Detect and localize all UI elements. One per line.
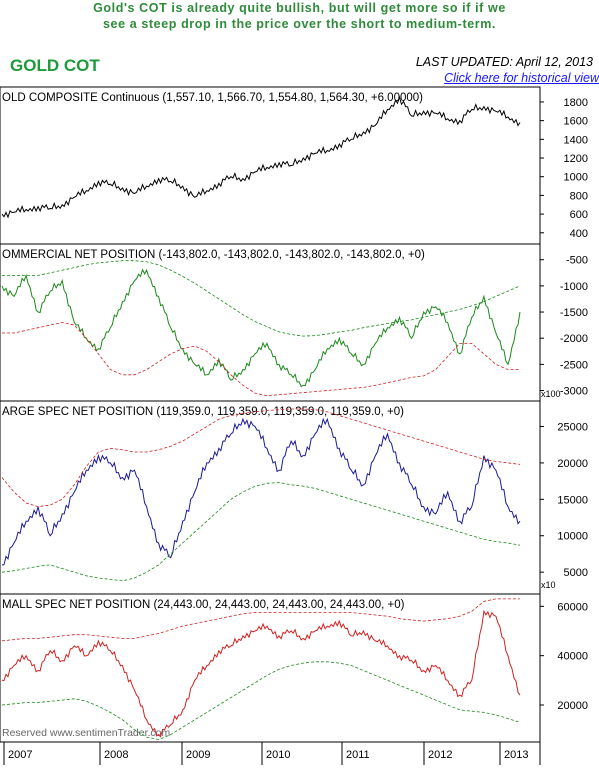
y-tick-label: -500 <box>566 255 588 267</box>
y-tick-label: 40000 <box>557 651 588 663</box>
y-tick-label: 15000 <box>557 494 588 506</box>
large-spec-panel-title: ARGE SPEC NET POSITION (119,359.0, 119,3… <box>2 406 404 418</box>
series-line-small_spec <box>1 609 521 738</box>
chart-marks: 400 600 800 1000 1200 1400 1600 1800 -3000 -2500 -… <box>1 95 588 765</box>
series-line-large_spec <box>1 417 521 566</box>
series-line-band_upper <box>2 260 521 337</box>
x-tick-label: 2009 <box>186 749 210 761</box>
series-line-commercial <box>1 268 521 388</box>
y-tick-label: -3000 <box>560 386 588 398</box>
y-tick-label: -2500 <box>560 359 588 371</box>
x-tick-label: 2011 <box>346 749 370 761</box>
y-tick-label: 60000 <box>557 601 588 613</box>
commercial-scale-label: x100 <box>541 389 561 399</box>
historical-view-link[interactable]: Click here for historical view <box>444 71 599 85</box>
x-tick-label: 2012 <box>428 749 452 761</box>
series-line-band_lower <box>1 661 521 740</box>
y-tick-label: -2000 <box>560 333 588 345</box>
last-updated-label: LAST UPDATED: April 12, 2013 <box>415 55 593 69</box>
y-tick-label: 20000 <box>557 458 588 470</box>
frame <box>0 86 541 765</box>
x-tick-label: 2013 <box>504 749 528 761</box>
page-title: GOLD COT <box>10 56 100 75</box>
y-tick-label: 10000 <box>557 531 588 543</box>
y-tick-label: 5000 <box>564 567 588 579</box>
price-panel-title: OLD COMPOSITE Continuous (1,557.10, 1,56… <box>2 92 423 104</box>
headline-line-1: Gold's COT is already quite bullish, but… <box>93 1 506 15</box>
small-spec-panel-title: MALL SPEC NET POSITION (24,443.00, 24,44… <box>2 599 405 611</box>
y-tick-label: 1400 <box>564 134 588 146</box>
watermark: Reserved www.sentimenTrader.com <box>2 727 171 739</box>
y-tick-label: 400 <box>570 228 588 240</box>
series-line-band_lower <box>1 482 521 582</box>
y-tick-label: 800 <box>570 190 588 202</box>
y-tick-label: 1600 <box>564 116 588 128</box>
y-tick-label: -1500 <box>560 307 588 319</box>
x-tick-label: 2007 <box>8 749 32 761</box>
series-line-band_upper <box>1 598 520 642</box>
y-tick-label: 600 <box>570 209 588 221</box>
y-tick-label: 20000 <box>557 700 588 712</box>
y-tick-label: 1000 <box>564 172 588 184</box>
series-line-price <box>1 95 521 219</box>
x-tick-label: 2010 <box>266 749 290 761</box>
series-line-band_upper <box>1 408 521 508</box>
headline-line-2: see a steep drop in the price over the s… <box>102 17 497 31</box>
x-tick-label: 2008 <box>104 749 128 761</box>
commercial-panel-title: OMMERCIAL NET POSITION (-143,802.0, -143… <box>2 249 425 261</box>
large-spec-scale-label: x10 <box>541 580 556 590</box>
headline: Gold's COT is already quite bullish, but… <box>0 0 599 32</box>
y-tick-label: -1000 <box>560 281 588 293</box>
y-tick-label: 1800 <box>564 97 588 109</box>
y-tick-label: 1200 <box>564 153 588 165</box>
y-tick-label: 25000 <box>557 421 588 433</box>
series-line-band_lower <box>2 322 520 397</box>
